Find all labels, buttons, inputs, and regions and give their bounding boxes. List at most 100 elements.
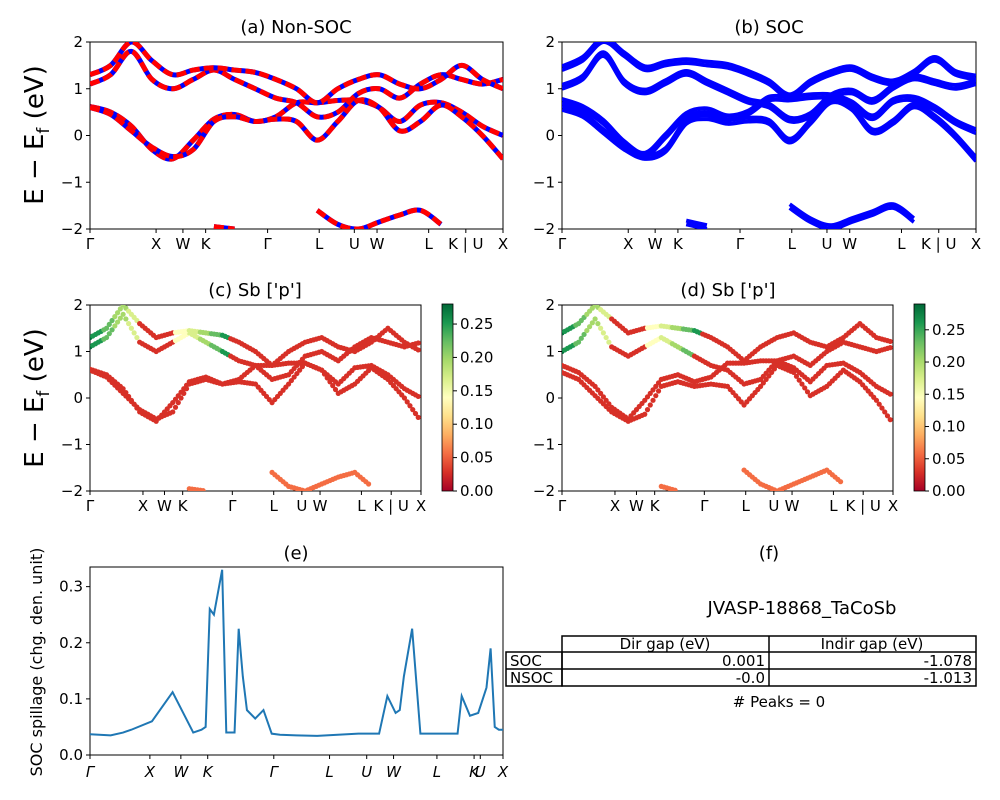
projection-point bbox=[103, 334, 110, 341]
panel-c-xtick-label: K bbox=[178, 497, 189, 515]
panel-d-xtick-label: X bbox=[888, 497, 898, 515]
panel-a-frame bbox=[89, 41, 504, 230]
panel-e-ytick-label: 0.3 bbox=[59, 578, 83, 596]
gap-table: JVASP-18868_TaCoSb Dir gap (eV) Indir ga… bbox=[505, 598, 977, 711]
band-line-red bbox=[90, 42, 503, 106]
panel-c-xtick-label: K | U bbox=[374, 497, 409, 515]
panel-a-ytick-label: −2 bbox=[61, 220, 83, 238]
projection-point bbox=[407, 403, 413, 409]
projection-point bbox=[876, 401, 882, 407]
panel-d-xtick-label: W bbox=[785, 497, 800, 515]
panel-a-ytick-label: 0 bbox=[73, 127, 83, 145]
panel-d-ytick-label: −2 bbox=[533, 482, 555, 500]
panel-d-xtick-label: L bbox=[742, 497, 751, 515]
panel-a-xtick-label: U bbox=[349, 235, 360, 253]
projection-point bbox=[655, 380, 662, 386]
panel-d-xtick-label: U bbox=[768, 497, 779, 515]
projection-point bbox=[200, 488, 206, 491]
panel-d-xtick-label: Γ bbox=[700, 497, 709, 515]
panel-e-xtick-label: U bbox=[361, 763, 372, 781]
projection-point bbox=[603, 397, 609, 403]
band-line-soc bbox=[562, 42, 976, 101]
projection-point bbox=[584, 327, 590, 334]
panel-b-ytick-label: −1 bbox=[533, 173, 555, 191]
colorbar-c-tick-label: 0.00 bbox=[460, 482, 493, 500]
panel-a-title: (a) Non-SOC bbox=[240, 17, 351, 38]
projection-point bbox=[598, 325, 604, 331]
projection-point bbox=[873, 397, 880, 403]
panel-e-title: (e) bbox=[283, 543, 308, 564]
panel-e-xtick-label: Γ bbox=[86, 763, 96, 781]
panel-d-title: (d) Sb ['p'] bbox=[680, 280, 775, 301]
panel-c-ytick-label: −1 bbox=[61, 436, 83, 454]
colorbar-c-tick-label: 0.25 bbox=[460, 315, 493, 333]
projection-point bbox=[117, 306, 123, 312]
projection-point bbox=[887, 345, 893, 351]
panel-a-xtick-label: K bbox=[201, 235, 212, 253]
projection-point bbox=[595, 321, 601, 327]
panel-e-xtick-label: L bbox=[433, 763, 441, 781]
projection-point bbox=[642, 397, 648, 403]
panel-a-xtick-label: X bbox=[498, 235, 508, 253]
projection-point bbox=[120, 311, 126, 317]
colorbar-d-tick-label: 0.10 bbox=[932, 418, 965, 436]
projection-point bbox=[415, 340, 421, 346]
band-line-soc bbox=[562, 54, 976, 124]
y-axis-label-top: E − Ef (eV) bbox=[20, 65, 54, 205]
projection-point bbox=[887, 338, 893, 345]
projection-point bbox=[647, 402, 653, 408]
projection-point bbox=[117, 315, 123, 321]
colorbar-c-tick-label: 0.10 bbox=[460, 415, 493, 433]
panel-a-xtick-label: Γ bbox=[263, 235, 272, 253]
projection-point bbox=[586, 324, 593, 330]
band-line-soc bbox=[788, 205, 916, 229]
projection-point bbox=[415, 393, 421, 400]
projection-point bbox=[299, 364, 305, 370]
band-line-red bbox=[213, 224, 235, 229]
y-axis-label-spillage: SOC spillage (chg. den. unit) bbox=[27, 548, 46, 777]
projection-point bbox=[887, 391, 893, 397]
panel-c-xtick-label: Γ bbox=[86, 497, 95, 515]
projection-point bbox=[181, 390, 187, 396]
table-row-nsoc-dir: -0.0 bbox=[736, 669, 765, 687]
panel-c-ytick-label: 2 bbox=[73, 296, 83, 314]
projection-point bbox=[603, 334, 609, 341]
projection-point bbox=[758, 383, 764, 389]
projection-point bbox=[170, 409, 176, 415]
projection-point bbox=[330, 383, 336, 389]
projection-point bbox=[760, 380, 766, 386]
panel-b-title: (b) SOC bbox=[734, 17, 803, 38]
table-row-soc-indir: -1.078 bbox=[924, 652, 972, 670]
projection-point bbox=[172, 404, 179, 410]
projection-point bbox=[401, 395, 408, 401]
projection-point bbox=[109, 327, 115, 333]
colorbar-d-tick-label: 0.05 bbox=[932, 450, 965, 468]
projection-point bbox=[884, 413, 891, 419]
panel-b-xtick-label: K bbox=[673, 235, 684, 253]
projection-point bbox=[412, 410, 419, 417]
panel-c-frame bbox=[89, 304, 422, 492]
band-line-soc bbox=[685, 218, 708, 228]
projection-point bbox=[799, 381, 805, 387]
panel-a-xtick-label: L bbox=[424, 235, 433, 253]
panel-a-ytick-label: 1 bbox=[73, 80, 83, 98]
projection-point bbox=[592, 316, 598, 322]
panel-e-ytick-label: 0.1 bbox=[59, 690, 83, 708]
projection-point bbox=[672, 487, 678, 491]
colorbar-d-gradient bbox=[913, 303, 926, 492]
projection-point bbox=[123, 316, 129, 322]
panel-d-xtick-label: W bbox=[629, 497, 644, 515]
panel-b-xtick-label: W bbox=[648, 235, 663, 253]
panel-f-title: (f) bbox=[759, 543, 779, 564]
panel-d-xtick-label: X bbox=[610, 497, 620, 515]
projection-point bbox=[170, 400, 176, 406]
panel-e-frame bbox=[89, 566, 504, 756]
panel-d-ytick-label: 1 bbox=[545, 343, 555, 361]
projection-point bbox=[321, 371, 328, 377]
table-header-dir-gap: Dir gap (eV) bbox=[620, 635, 711, 653]
projection-point bbox=[650, 387, 656, 393]
panel-b-xtick-label: W bbox=[842, 235, 857, 253]
panel-a-xtick-label: Γ bbox=[86, 235, 95, 253]
panel-b-xtick-label: X bbox=[623, 235, 633, 253]
panel-c-ytick-label: 0 bbox=[73, 389, 83, 407]
